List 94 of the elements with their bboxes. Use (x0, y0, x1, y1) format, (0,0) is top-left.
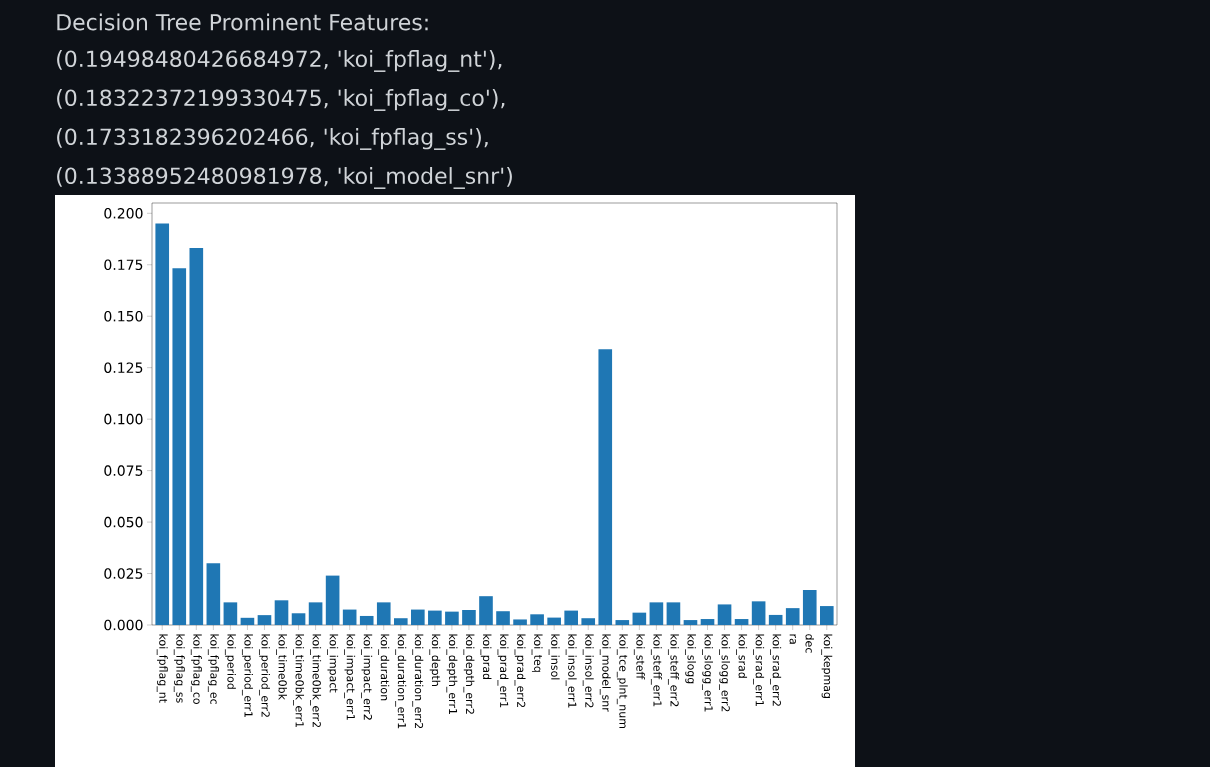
bar (462, 609, 476, 626)
bar (428, 610, 442, 626)
x-tick-label: koi_duration (378, 634, 390, 701)
bar (649, 602, 664, 626)
x-tick-label: koi_prad_err2 (514, 634, 526, 708)
bar (496, 611, 510, 626)
bar (700, 619, 715, 626)
bar (189, 247, 204, 626)
y-tick-label: 0.075 (104, 465, 143, 476)
bar (308, 602, 323, 626)
x-tick-label: koi_depth_err2 (463, 634, 475, 714)
x-tick-label: koi_kepmag (821, 634, 833, 698)
x-tick-label: koi_steff (633, 634, 645, 680)
bar (530, 614, 544, 626)
bar (547, 617, 561, 626)
x-tick-label: koi_srad (736, 634, 748, 678)
x-tick-label: ra (789, 634, 796, 644)
bar (257, 615, 272, 626)
bar (666, 602, 681, 626)
y-tick-label: 0.100 (104, 413, 143, 425)
bar (581, 618, 596, 626)
bar (342, 609, 357, 626)
bar (751, 601, 766, 626)
x-tick-label: koi_fpflag_ss (173, 634, 185, 703)
x-tick-label: koi_prad (480, 634, 492, 680)
bar (717, 604, 732, 626)
x-tick-label: koi_tce_plnt_num (616, 634, 628, 728)
x-tick-label: koi_fpflag_nt (156, 634, 168, 703)
bar (206, 563, 221, 626)
bar (393, 618, 408, 626)
x-tick-label: koi_srad_err2 (770, 634, 782, 706)
bar (376, 602, 391, 626)
bar (802, 590, 817, 626)
x-tick-label: koi_impact_err1 (344, 634, 356, 720)
x-tick-label: koi_depth_err1 (446, 634, 458, 714)
x-tick-label: koi_steff_err2 (667, 634, 679, 707)
bar (172, 268, 187, 626)
text: (0.13388952480981978, 'koi_model_snr') (57, 167, 512, 189)
y-tick-label: 0.000 (104, 619, 143, 631)
bar (223, 602, 238, 626)
y-tick-label: 0.175 (104, 259, 143, 271)
x-tick-label: koi_insol_err1 (565, 634, 577, 708)
x-tick-label: koi_fpflag_ec (207, 634, 219, 704)
x-tick-label: koi_steff_err1 (650, 634, 662, 707)
text: (0.18322372199330475, 'koi_fpflag_co'), (57, 89, 505, 111)
x-tick-label: koi_time0bk_err1 (293, 634, 305, 728)
x-tick-label: koi_period (224, 634, 236, 689)
bar (155, 223, 170, 626)
bar (819, 606, 834, 626)
bar (615, 620, 630, 626)
bar (564, 610, 578, 626)
bar (513, 619, 527, 626)
x-tick-label: koi_depth (429, 634, 441, 686)
x-tick-label: koi_slogg (684, 634, 696, 684)
x-tick-label: koi_duration_err1 (395, 634, 407, 729)
x-tick-label: koi_insol (548, 634, 560, 680)
bar (411, 609, 425, 626)
bar (683, 620, 698, 626)
bar (445, 611, 459, 626)
bar (734, 619, 749, 626)
x-tick-label: koi_slogg_err1 (702, 634, 713, 712)
x-tick-label: koi_impact_err2 (361, 634, 373, 720)
bar (632, 612, 647, 626)
x-tick-label: koi_time0bk (276, 634, 287, 700)
x-tick-label: koi_duration_err2 (412, 634, 424, 729)
bar (240, 617, 255, 626)
y-tick-label: 0.125 (104, 362, 143, 373)
text: (0.1733182396202466, 'koi_fpflag_ss'), (57, 128, 488, 150)
x-tick-label: koi_insol_err2 (582, 634, 594, 708)
bar (785, 608, 800, 626)
x-tick-label: koi_model_snr (599, 634, 611, 712)
x-tick-label: koi_period_err2 (258, 634, 270, 717)
y-tick-label: 0.150 (104, 310, 143, 322)
y-tick-label: 0.050 (104, 516, 143, 528)
x-tick-label: koi_impact (327, 634, 339, 693)
x-tick-label: koi_teq (531, 634, 543, 672)
bar (768, 614, 783, 626)
y-tick-label: 0.025 (104, 568, 143, 579)
x-tick-label: koi_slogg_err2 (719, 634, 731, 712)
bar (479, 596, 493, 626)
x-tick-label: koi_time0bk_err2 (310, 634, 322, 727)
bar (359, 615, 374, 626)
bar (598, 349, 613, 626)
chart-title: Decision Tree Prominent Features: (57, 13, 428, 31)
x-tick-label: koi_prad_err1 (497, 634, 509, 708)
x-tick-label: koi_srad_err1 (753, 634, 765, 706)
bar (325, 575, 340, 626)
y-tick-label: 0.200 (104, 208, 143, 219)
text: (0.19498480426684972, 'koi_fpflag_nt'), (57, 50, 502, 72)
bar (274, 600, 289, 626)
bar (291, 613, 306, 626)
x-tick-label: koi_fpflag_co (190, 634, 202, 704)
x-tick-label: dec (805, 634, 815, 653)
x-tick-label: koi_period_err1 (241, 634, 253, 717)
